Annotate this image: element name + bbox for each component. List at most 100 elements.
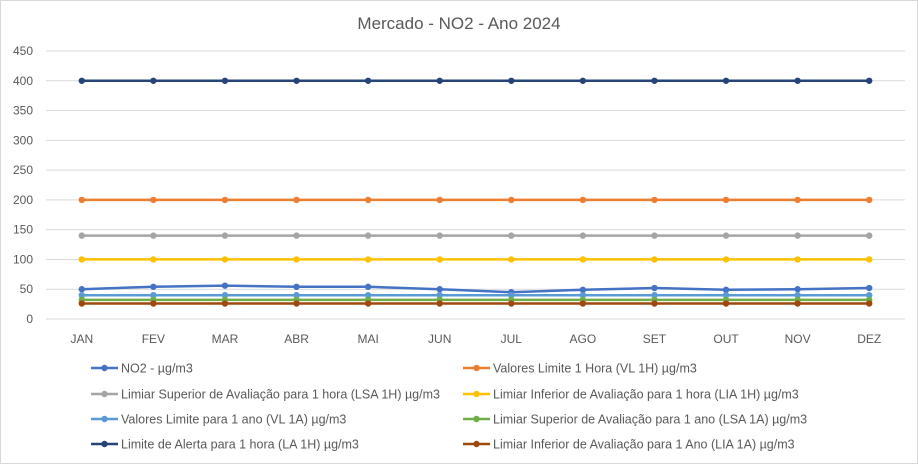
data-point — [722, 291, 730, 299]
legend-item: Valores Limite 1 Hora (VL 1H) µg/m3 — [463, 362, 697, 376]
data-point — [794, 196, 801, 204]
x-tick-label: FEV — [142, 332, 165, 346]
x-axis-tick-labels: JAN FEV MAR ABR MAI JUN JUL AGO SET OUT NOV DEZ — [70, 332, 881, 346]
x-tick-label: MAI — [357, 332, 378, 346]
data-point — [364, 196, 372, 204]
legend-label: NO2 - µg/m3 — [121, 362, 193, 376]
y-tick-label: 50 — [20, 282, 34, 296]
data-point — [794, 286, 801, 293]
y-tick-label: 100 — [13, 252, 33, 266]
data-point — [436, 300, 443, 307]
data-point — [221, 196, 229, 204]
data-point — [150, 283, 157, 291]
data-point — [293, 196, 300, 204]
gridlines — [46, 50, 905, 320]
data-point — [722, 256, 730, 263]
data-point — [221, 282, 229, 289]
data-point — [579, 196, 587, 204]
data-point — [579, 256, 587, 263]
data-point — [866, 232, 873, 239]
legend-label: Valores Limite 1 Hora (VL 1H) µg/m3 — [493, 362, 697, 376]
series — [78, 196, 873, 204]
data-point — [651, 284, 658, 292]
data-point — [866, 256, 873, 263]
data-point — [150, 291, 157, 299]
y-tick-label: 150 — [13, 223, 33, 237]
legend-label: Limiar Superior de Avaliação para 1 hora… — [121, 388, 440, 402]
x-tick-label: JUN — [428, 332, 451, 346]
legend-label: Valores Limite para 1 ano (VL 1A) µg/m3 — [121, 413, 346, 427]
y-tick-label: 300 — [13, 133, 33, 147]
y-tick-label: 450 — [13, 44, 33, 58]
data-point — [436, 196, 443, 204]
y-tick-label: 350 — [13, 104, 33, 118]
legend-marker — [473, 440, 480, 448]
legend-item: Limiar Inferior de Avaliação para 1 hora… — [463, 388, 799, 402]
legend-item: Limiar Superior de Avaliação para 1 hora… — [91, 388, 440, 402]
data-point — [364, 232, 372, 239]
series — [78, 296, 873, 304]
data-point — [579, 77, 587, 84]
data-point — [651, 256, 658, 263]
x-tick-label: ABR — [284, 332, 309, 346]
data-point — [221, 77, 229, 84]
data-point — [221, 291, 229, 299]
data-point — [651, 232, 658, 239]
data-point — [866, 300, 873, 307]
legend-item: Valores Limite para 1 ano (VL 1A) µg/m3 — [91, 413, 346, 427]
data-point — [508, 77, 515, 84]
legend-label: Limiar Superior de Avaliação para 1 ano … — [493, 413, 807, 427]
data-point — [78, 291, 85, 299]
chart-title: Mercado - NO2 - Ano 2024 — [357, 14, 560, 33]
series — [78, 300, 873, 307]
x-tick-label: JUL — [501, 332, 523, 346]
data-point — [150, 232, 157, 239]
data-point — [722, 300, 730, 307]
data-point — [794, 77, 801, 84]
legend-item: NO2 - µg/m3 — [91, 362, 193, 376]
y-tick-label: 250 — [13, 163, 33, 177]
y-axis-tick-labels: 0 50 100 150 200 250 300 350 400 450 — [13, 44, 33, 326]
data-point — [866, 196, 873, 204]
data-point — [293, 77, 300, 84]
legend-marker — [101, 390, 108, 398]
data-point — [293, 291, 300, 299]
data-point — [364, 256, 372, 263]
data-point — [364, 77, 372, 84]
data-point — [293, 283, 300, 291]
series-line — [81, 284, 870, 294]
data-point — [508, 196, 515, 204]
legend-item: Limite de Alerta para 1 hora (LA 1H) µg/… — [91, 438, 359, 452]
data-point — [364, 291, 372, 299]
data-point — [794, 232, 801, 239]
legend-label: Limite de Alerta para 1 hora (LA 1H) µg/… — [121, 438, 359, 452]
data-point — [651, 196, 658, 204]
data-point — [436, 256, 443, 263]
data-point — [293, 256, 300, 263]
data-point — [221, 256, 229, 263]
data-point — [508, 232, 515, 239]
data-point — [579, 300, 587, 307]
data-point — [78, 196, 85, 204]
data-point — [508, 300, 515, 307]
legend-item: Limiar Inferior de Avaliação para 1 Ano … — [463, 438, 795, 452]
data-point — [722, 232, 730, 239]
legend-marker — [101, 364, 108, 372]
x-tick-label: JAN — [70, 332, 93, 346]
y-tick-label: 0 — [26, 312, 33, 326]
data-point — [866, 77, 873, 84]
legend-marker — [101, 440, 108, 448]
data-point — [579, 286, 587, 294]
series — [78, 291, 873, 299]
data-point — [651, 300, 658, 307]
data-point — [794, 291, 801, 299]
data-point — [508, 256, 515, 263]
y-tick-label: 400 — [13, 74, 33, 88]
data-point — [579, 232, 587, 239]
data-point — [436, 77, 443, 84]
series-lines — [78, 77, 873, 307]
legend-item: Limiar Superior de Avaliação para 1 ano … — [463, 413, 807, 427]
x-tick-label: MAR — [212, 332, 239, 346]
